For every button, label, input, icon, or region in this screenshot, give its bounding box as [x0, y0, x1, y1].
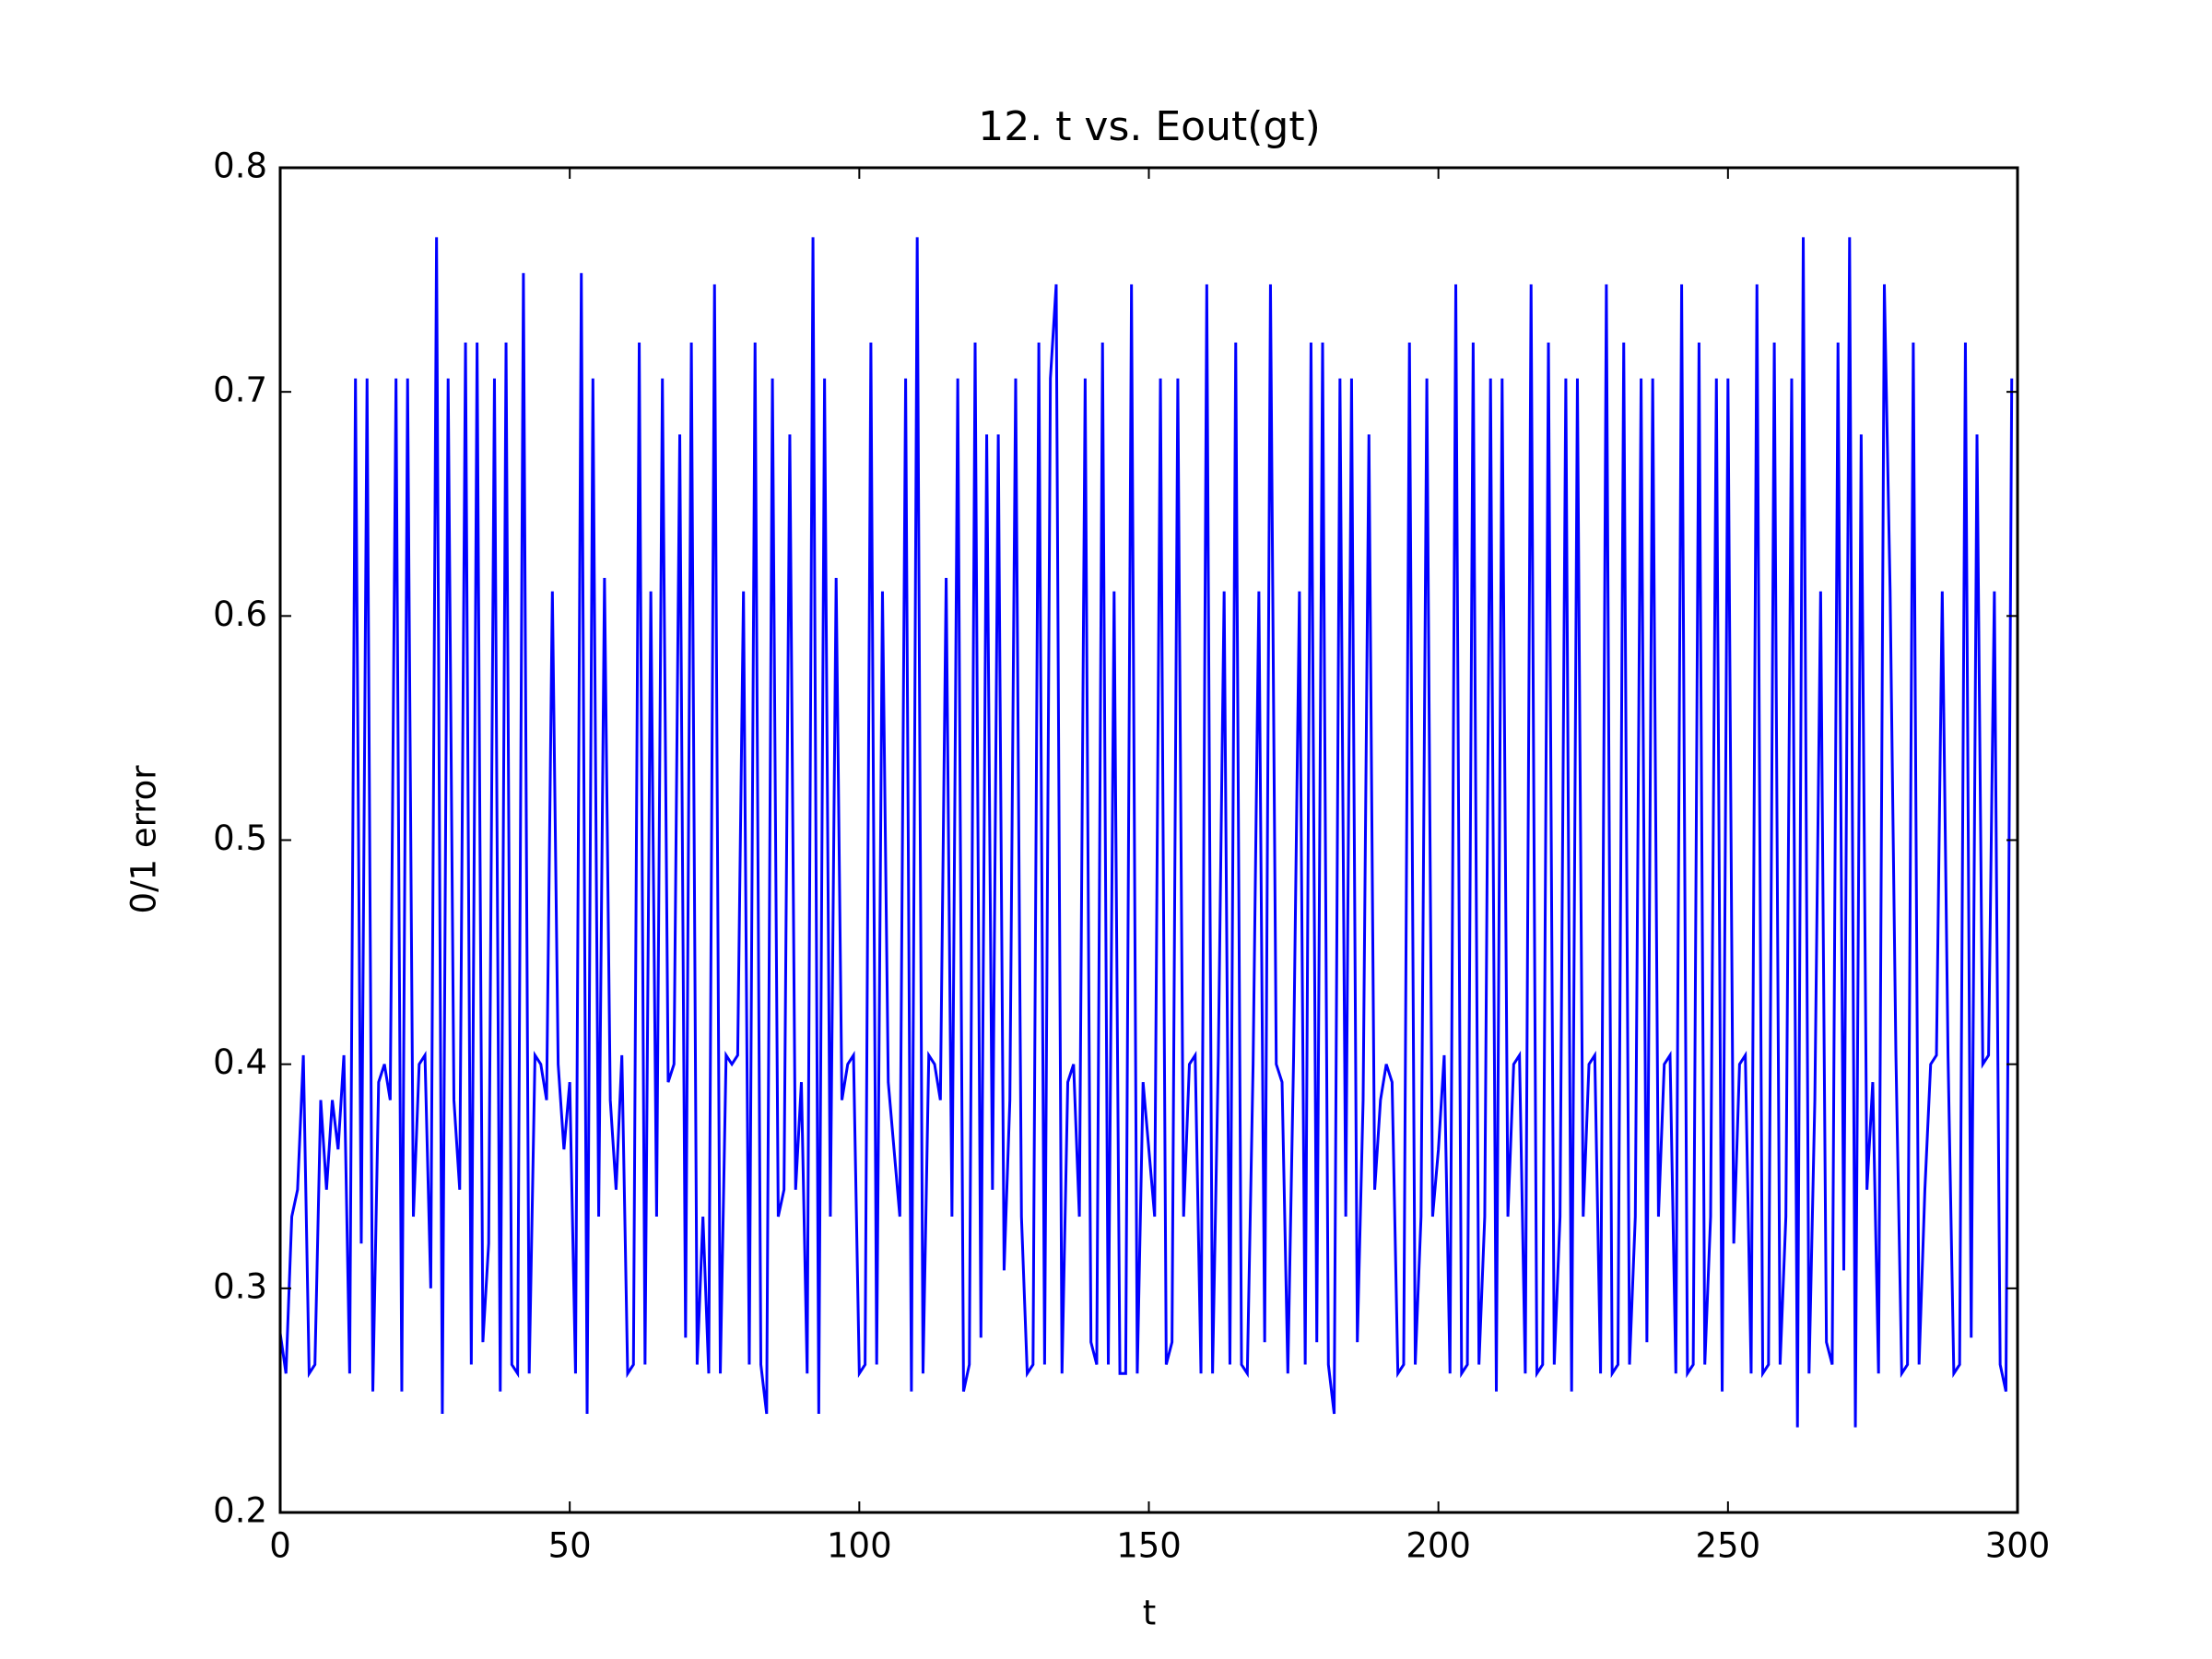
x-axis-label: t	[1143, 1594, 1157, 1633]
y-tick-label: 0.7	[213, 371, 267, 410]
y-tick-label: 0.2	[213, 1491, 267, 1531]
x-tick-label: 300	[1985, 1526, 2051, 1566]
chart-title: 12. t vs. Eout(gt)	[978, 103, 1321, 150]
x-tick-label: 200	[1406, 1526, 1471, 1566]
y-tick-label: 0.5	[213, 818, 267, 858]
x-tick-label: 0	[269, 1526, 291, 1566]
data-line	[278, 237, 2014, 1428]
x-tick-label: 250	[1696, 1526, 1761, 1566]
x-tick-label: 50	[548, 1526, 592, 1566]
x-tick-label: 100	[827, 1526, 892, 1566]
y-tick-label: 0.6	[213, 594, 267, 634]
y-axis-label: 0/1 error	[124, 765, 164, 914]
y-tick-label: 0.4	[213, 1042, 267, 1082]
y-tick-label: 0.3	[213, 1266, 267, 1306]
y-tick-label: 0.8	[213, 147, 267, 186]
x-tick-label: 150	[1116, 1526, 1182, 1566]
